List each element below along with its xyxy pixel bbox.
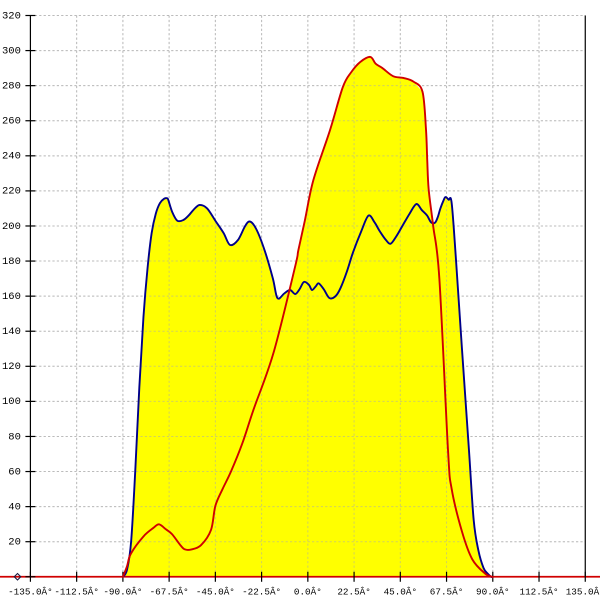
svg-text:67.5Â°: 67.5Â° [430,586,463,597]
svg-text:45.0Â°: 45.0Â° [384,586,417,597]
svg-text:260: 260 [2,116,21,128]
svg-text:240: 240 [2,151,21,163]
svg-text:90.0Â°: 90.0Â° [476,586,509,597]
svg-text:112.5Â°: 112.5Â° [519,586,558,597]
svg-text:-112.5Â°: -112.5Â° [54,586,99,597]
svg-text:135.0Â°: 135.0Â° [566,586,600,597]
svg-text:220: 220 [2,186,21,198]
svg-text:160: 160 [2,291,21,303]
svg-text:60: 60 [8,466,21,478]
svg-text:0.0Â°: 0.0Â° [294,586,322,597]
svg-text:280: 280 [2,80,21,92]
svg-text:120: 120 [2,361,21,373]
svg-text:-22.5Â°: -22.5Â° [242,586,281,597]
svg-text:80: 80 [8,431,21,443]
svg-text:140: 140 [2,326,21,338]
svg-text:40: 40 [8,501,21,513]
svg-text:-90.0Â°: -90.0Â° [103,586,142,597]
svg-text:180: 180 [2,256,21,268]
svg-text:200: 200 [2,221,21,233]
svg-text:100: 100 [2,396,21,408]
svg-text:-45.0Â°: -45.0Â° [196,586,235,597]
svg-text:320: 320 [2,10,21,22]
svg-text:20: 20 [8,537,21,549]
svg-text:-135.0Â°: -135.0Â° [8,586,53,597]
svg-text:-67.5Â°: -67.5Â° [150,586,189,597]
svg-text:22.5Â°: 22.5Â° [337,586,370,597]
svg-text:300: 300 [2,45,21,57]
